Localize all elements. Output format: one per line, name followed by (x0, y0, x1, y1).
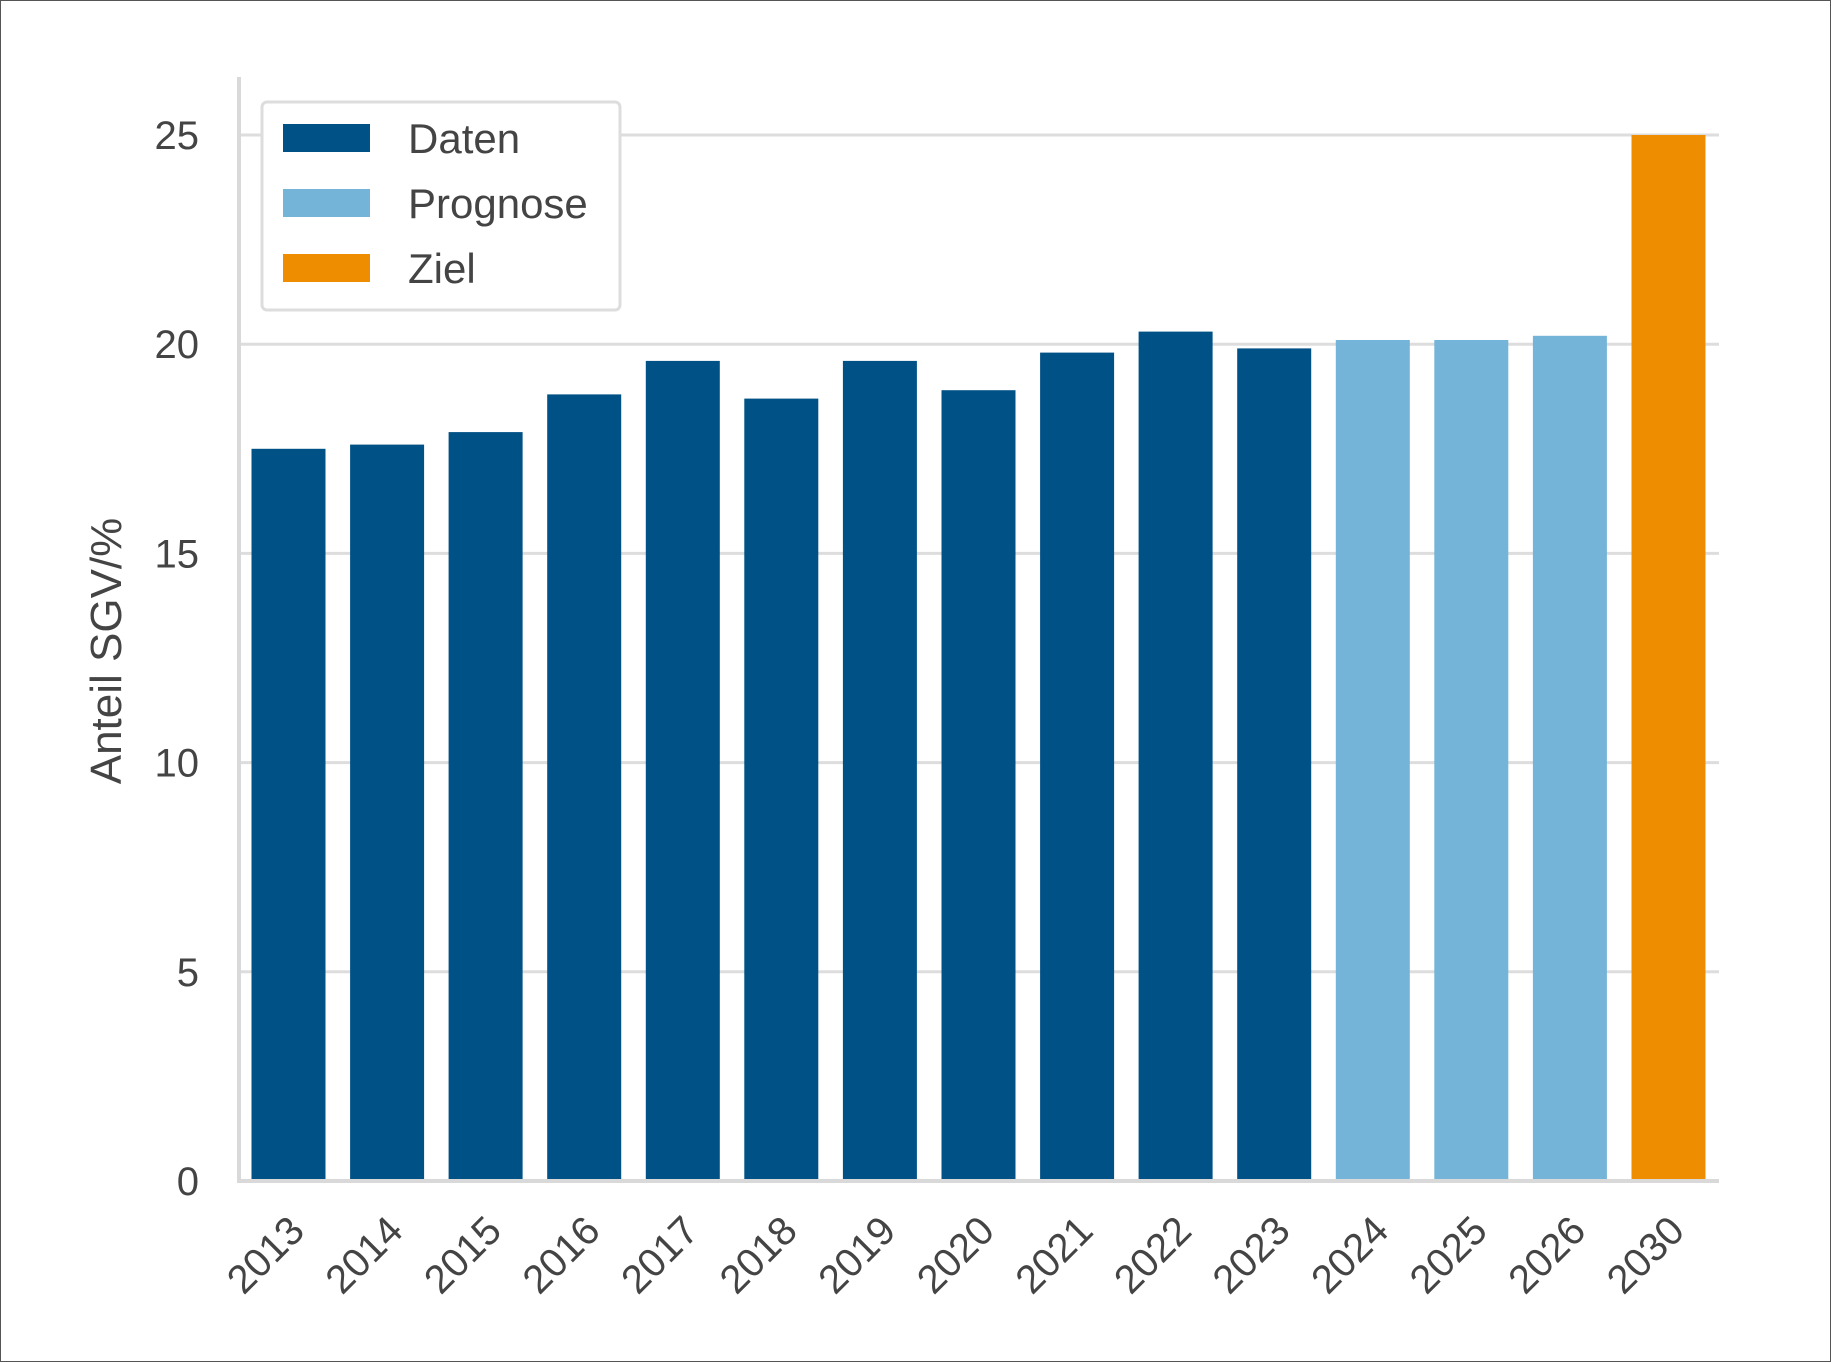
legend-swatch-daten (283, 124, 370, 152)
x-tick-label-2020: 2020 (909, 1208, 1003, 1302)
y-tick-label-25: 25 (155, 114, 200, 158)
legend-label-ziel: Ziel (408, 245, 476, 292)
bar-2022 (1138, 331, 1213, 1182)
x-tick-label-2023: 2023 (1205, 1208, 1299, 1302)
x-tick-label-2024: 2024 (1303, 1208, 1397, 1302)
bar-2026 (1532, 335, 1607, 1181)
x-tick-label-2025: 2025 (1402, 1208, 1496, 1302)
y-tick-label-5: 5 (177, 951, 199, 995)
x-tick-label-2019: 2019 (810, 1208, 904, 1302)
bar-2030 (1631, 135, 1706, 1181)
bar-2018 (744, 398, 819, 1182)
y-tick-labels: 0 5 10 15 20 25 (155, 114, 200, 1204)
bar-2016 (547, 394, 622, 1181)
bar-2025 (1434, 340, 1509, 1181)
axes (237, 77, 1719, 1183)
x-tick-label-2030: 2030 (1599, 1208, 1693, 1302)
bar-2014 (350, 444, 425, 1182)
y-axis-label: Anteil SGV/% (82, 518, 131, 785)
legend-label-daten: Daten (408, 115, 520, 162)
bar-2024 (1335, 340, 1410, 1181)
y-tick-label-15: 15 (155, 532, 200, 576)
bar-2023 (1237, 348, 1312, 1181)
x-tick-labels: 2013 2014 2015 2016 2017 2018 2019 2020 2021 2022… (219, 1208, 1693, 1302)
bar-2017 (645, 360, 720, 1181)
x-tick-label-2021: 2021 (1007, 1208, 1101, 1302)
bar-2021 (1040, 352, 1115, 1182)
legend-swatch-prognose (283, 189, 370, 217)
y-tick-label-10: 10 (155, 742, 200, 786)
x-tick-label-2015: 2015 (416, 1208, 510, 1302)
x-tick-label-2026: 2026 (1500, 1208, 1594, 1302)
bar-2019 (842, 360, 917, 1181)
legend-swatch-ziel (283, 254, 370, 282)
y-tick-label-20: 20 (155, 323, 200, 367)
legend: Daten Prognose Ziel (260, 100, 622, 312)
x-tick-label-2017: 2017 (613, 1208, 707, 1302)
legend-label-prognose: Prognose (408, 180, 588, 227)
legend-items: Daten Prognose Ziel (283, 115, 588, 292)
bar-2020 (941, 390, 1016, 1181)
bars (251, 135, 1706, 1182)
bar-2013 (251, 448, 326, 1181)
bar-2015 (448, 432, 523, 1182)
y-tick-label-0: 0 (177, 1160, 199, 1204)
x-tick-label-2013: 2013 (219, 1208, 313, 1302)
x-tick-label-2014: 2014 (317, 1208, 411, 1302)
x-tick-label-2018: 2018 (712, 1208, 806, 1302)
x-tick-label-2016: 2016 (515, 1208, 609, 1302)
x-tick-label-2022: 2022 (1106, 1208, 1200, 1302)
